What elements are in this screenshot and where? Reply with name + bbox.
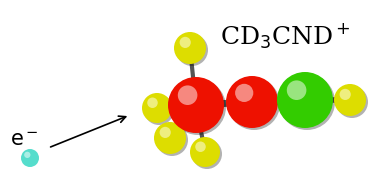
Circle shape [287, 80, 307, 100]
Circle shape [174, 32, 206, 64]
Circle shape [24, 152, 31, 158]
Circle shape [170, 79, 226, 135]
Circle shape [192, 139, 222, 169]
Text: e$^-$: e$^-$ [10, 130, 39, 150]
Circle shape [226, 76, 278, 128]
Circle shape [21, 149, 39, 167]
Circle shape [156, 124, 188, 156]
Circle shape [144, 95, 174, 125]
Circle shape [176, 34, 208, 66]
Circle shape [190, 137, 220, 167]
Circle shape [154, 122, 186, 154]
Text: CD$_3$CND$^+$: CD$_3$CND$^+$ [220, 22, 350, 51]
Circle shape [147, 98, 158, 108]
Circle shape [142, 93, 172, 123]
Circle shape [235, 84, 253, 102]
Circle shape [178, 85, 197, 105]
Circle shape [228, 78, 280, 130]
Circle shape [168, 77, 224, 133]
Circle shape [160, 127, 171, 138]
Circle shape [336, 86, 368, 118]
Circle shape [195, 141, 206, 152]
Circle shape [334, 84, 366, 116]
Circle shape [180, 37, 191, 48]
Circle shape [277, 72, 333, 128]
Circle shape [279, 74, 335, 130]
Circle shape [339, 89, 351, 100]
